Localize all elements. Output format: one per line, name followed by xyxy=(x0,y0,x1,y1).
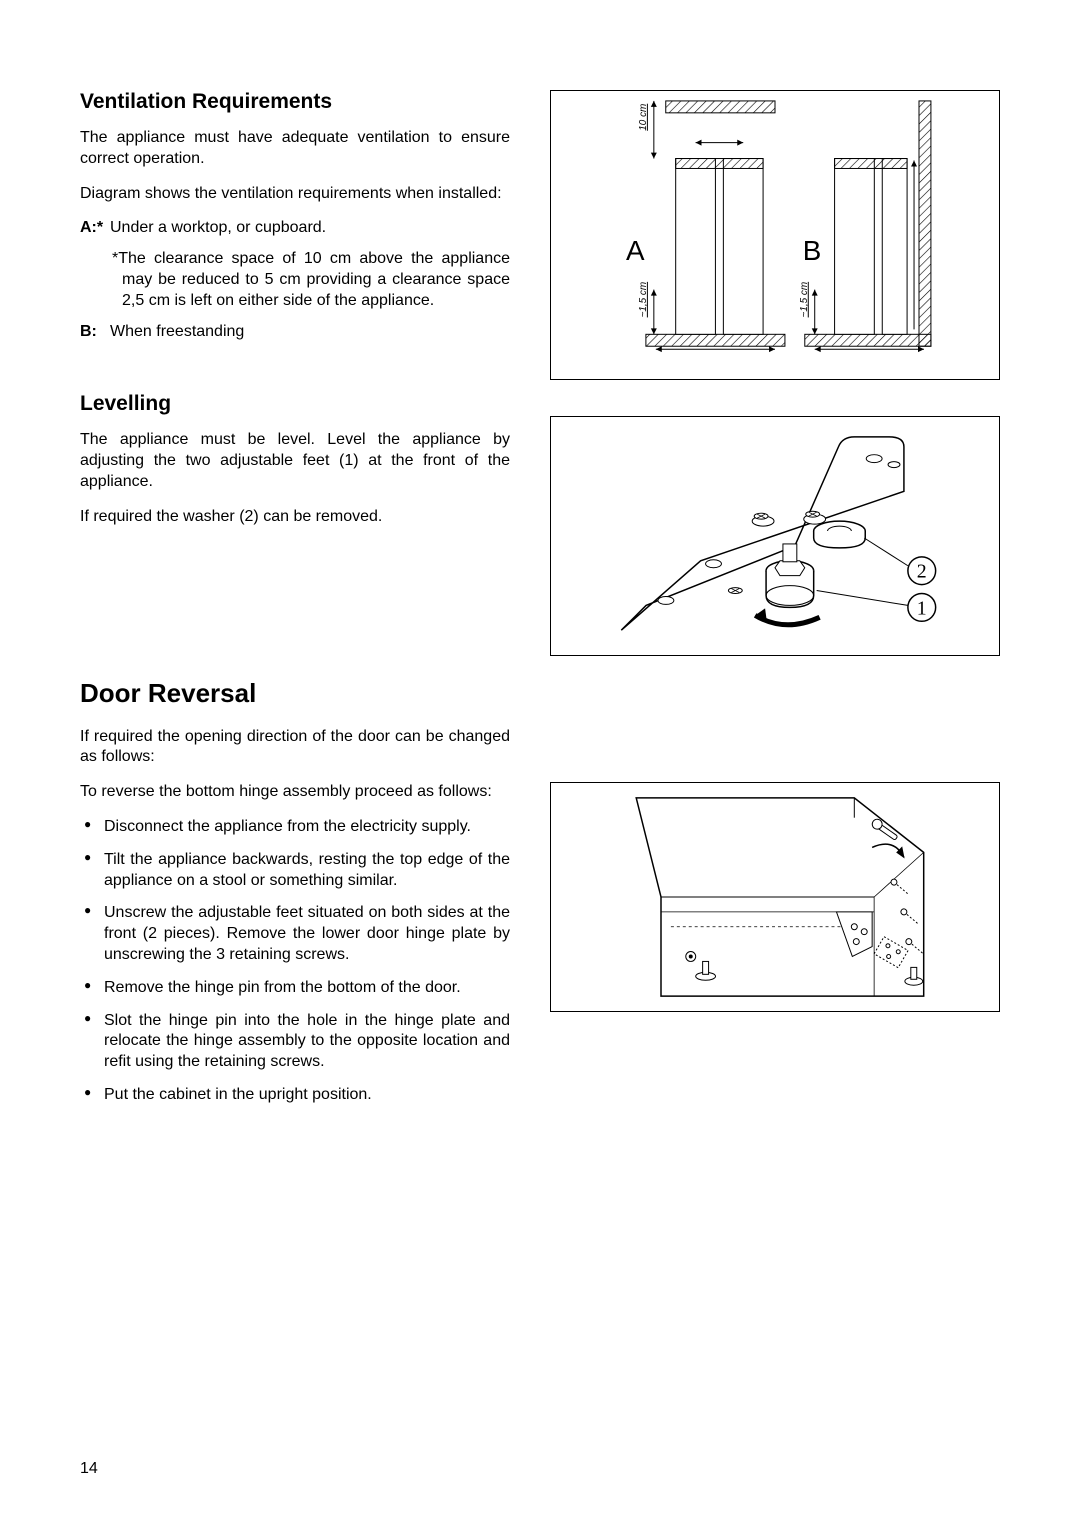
left-column: Ventilation Requirements The appliance m… xyxy=(80,90,510,1118)
door-bullet-3: Remove the hinge pin from the bottom of … xyxy=(80,978,510,999)
levelling-diagram: 2 1 xyxy=(550,416,1000,656)
ventilation-title: Ventilation Requirements xyxy=(80,90,510,114)
svg-text:~1,5 cm: ~1,5 cm xyxy=(638,282,649,318)
svg-text:10 cm: 10 cm xyxy=(638,104,649,131)
ventilation-p2: Diagram shows the ventilation requiremen… xyxy=(80,184,510,205)
door-bullet-2: Unscrew the adjustable feet situated on … xyxy=(80,903,510,965)
door-bullet-5: Put the cabinet in the upright position. xyxy=(80,1085,510,1106)
svg-text:B: B xyxy=(803,235,822,266)
item-a-text: Under a worktop, or cupboard. xyxy=(110,218,510,239)
levelling-p1: The appliance must be level. Level the a… xyxy=(80,430,510,492)
door-bullet-4: Slot the hinge pin into the hole in the … xyxy=(80,1011,510,1073)
svg-text:1: 1 xyxy=(917,597,927,619)
door-reversal-diagram xyxy=(550,782,1000,1012)
ventilation-diagram: 10 cm ~1,5 cm A xyxy=(550,90,1000,380)
svg-text:2: 2 xyxy=(917,561,927,583)
item-a-label: A:* xyxy=(80,218,110,239)
levelling-title: Levelling xyxy=(80,392,510,416)
ventilation-p1: The appliance must have adequate ventila… xyxy=(80,128,510,170)
ventilation-item-b: B: When freestanding xyxy=(80,322,510,343)
svg-text:~1,5 cm: ~1,5 cm xyxy=(799,282,810,318)
door-bullets: Disconnect the appliance from the electr… xyxy=(80,817,510,1106)
door-p2: To reverse the bottom hinge assembly pro… xyxy=(80,782,510,803)
page-number: 14 xyxy=(80,1460,98,1478)
door-bullet-1: Tilt the appliance backwards, resting th… xyxy=(80,850,510,892)
right-column: 10 cm ~1,5 cm A xyxy=(550,90,1000,1118)
levelling-p2: If required the washer (2) can be remove… xyxy=(80,507,510,528)
door-bullet-0: Disconnect the appliance from the electr… xyxy=(80,817,510,838)
door-p1: If required the opening direction of the… xyxy=(80,727,510,769)
door-reversal-title: Door Reversal xyxy=(80,678,510,709)
ventilation-item-a: A:* Under a worktop, or cupboard. xyxy=(80,218,510,239)
svg-text:A: A xyxy=(626,235,645,266)
ventilation-footnote: *The clearance space of 10 cm above the … xyxy=(110,249,510,311)
item-b-label: B: xyxy=(80,322,110,343)
item-b-text: When freestanding xyxy=(110,322,510,343)
